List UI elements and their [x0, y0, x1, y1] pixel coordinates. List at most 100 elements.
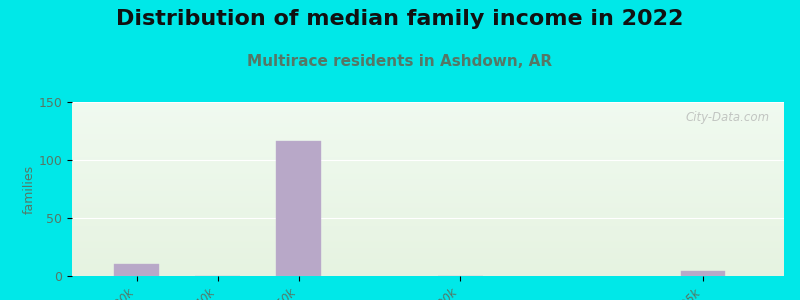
Bar: [72, 156, 784, 157]
Bar: [72, 231, 784, 232]
Bar: [72, 218, 784, 219]
Bar: [72, 270, 784, 271]
Bar: [72, 144, 784, 145]
Bar: [72, 217, 784, 218]
Bar: [72, 173, 784, 174]
Bar: [72, 262, 784, 263]
Bar: [72, 239, 784, 240]
Bar: [72, 140, 784, 141]
Bar: [72, 274, 784, 275]
Bar: [72, 122, 784, 123]
Bar: [72, 167, 784, 168]
Bar: [72, 244, 784, 245]
Bar: [72, 241, 784, 242]
Bar: [72, 272, 784, 273]
Bar: [72, 238, 784, 239]
Bar: [72, 203, 784, 204]
Bar: [72, 242, 784, 243]
Bar: [72, 228, 784, 229]
Bar: [72, 220, 784, 221]
Bar: [72, 104, 784, 105]
Bar: [72, 109, 784, 110]
Bar: [72, 110, 784, 111]
Bar: [72, 160, 784, 161]
Bar: [72, 186, 784, 187]
Bar: [114, 264, 159, 276]
Bar: [72, 205, 784, 206]
Bar: [72, 164, 784, 165]
Bar: [72, 125, 784, 126]
Bar: [72, 150, 784, 151]
Bar: [72, 200, 784, 201]
Bar: [72, 119, 784, 120]
Bar: [72, 202, 784, 203]
Bar: [72, 111, 784, 112]
Bar: [72, 133, 784, 134]
Bar: [72, 148, 784, 149]
Bar: [72, 211, 784, 212]
Bar: [72, 146, 784, 147]
Bar: [72, 116, 784, 117]
Bar: [72, 236, 784, 237]
Bar: [72, 134, 784, 135]
Bar: [72, 267, 784, 268]
Bar: [72, 129, 784, 130]
Bar: [72, 174, 784, 175]
Bar: [72, 256, 784, 257]
Bar: [72, 149, 784, 150]
Bar: [72, 107, 784, 108]
Text: Distribution of median family income in 2022: Distribution of median family income in …: [116, 9, 684, 29]
Bar: [72, 227, 784, 228]
Bar: [72, 155, 784, 156]
Bar: [72, 195, 784, 196]
Bar: [72, 264, 784, 265]
Bar: [72, 132, 784, 133]
Bar: [72, 255, 784, 256]
Bar: [72, 137, 784, 138]
Bar: [72, 196, 784, 197]
Bar: [72, 171, 784, 172]
Bar: [72, 192, 784, 193]
Bar: [72, 209, 784, 210]
Bar: [72, 254, 784, 255]
Bar: [72, 180, 784, 181]
Bar: [72, 188, 784, 189]
Bar: [72, 266, 784, 267]
Bar: [72, 106, 784, 107]
Bar: [72, 234, 784, 235]
Bar: [72, 193, 784, 194]
Bar: [72, 117, 784, 118]
Bar: [72, 208, 784, 209]
Bar: [72, 151, 784, 152]
Bar: [72, 162, 784, 163]
Bar: [72, 219, 784, 220]
Bar: [72, 153, 784, 154]
Bar: [72, 147, 784, 148]
Bar: [72, 120, 784, 121]
Bar: [72, 190, 784, 191]
Bar: [72, 265, 784, 266]
Bar: [72, 212, 784, 213]
Bar: [72, 240, 784, 241]
Bar: [72, 159, 784, 160]
Bar: [72, 158, 784, 159]
Bar: [72, 258, 784, 259]
Bar: [72, 263, 784, 264]
Bar: [72, 259, 784, 260]
Bar: [72, 273, 784, 274]
Bar: [72, 243, 784, 244]
Bar: [72, 163, 784, 164]
Bar: [72, 157, 784, 158]
Bar: [72, 210, 784, 211]
Text: City-Data.com: City-Data.com: [686, 111, 770, 124]
Bar: [72, 175, 784, 176]
Bar: [72, 139, 784, 140]
Bar: [72, 184, 784, 185]
Bar: [72, 215, 784, 216]
Bar: [72, 271, 784, 272]
Bar: [72, 126, 784, 127]
Bar: [72, 166, 784, 167]
Bar: [72, 176, 784, 177]
Bar: [72, 127, 784, 128]
Bar: [72, 142, 784, 143]
